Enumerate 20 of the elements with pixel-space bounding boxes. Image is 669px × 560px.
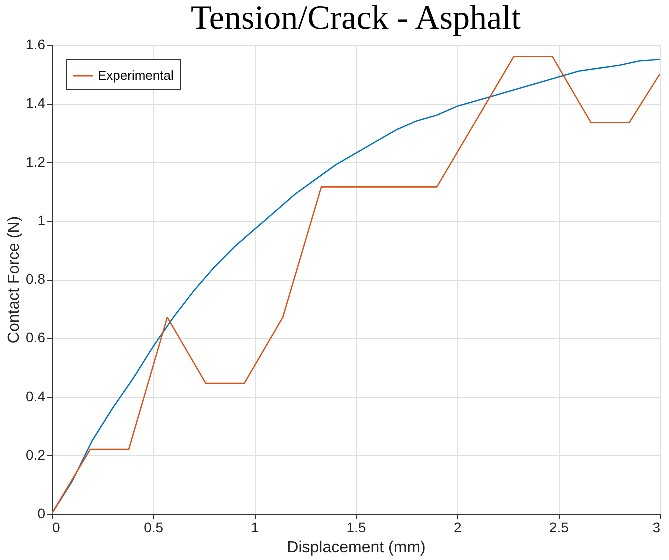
y-tick-label: 0 bbox=[38, 506, 46, 522]
y-tick-label: 0.8 bbox=[26, 271, 46, 287]
y-tick-label: 1.4 bbox=[26, 95, 46, 112]
y-tick-label: 0.2 bbox=[26, 446, 46, 463]
y-tick-label: 0.4 bbox=[26, 388, 46, 404]
y-tick-label: 0.6 bbox=[26, 330, 46, 346]
x-tick-label: 3 bbox=[652, 520, 661, 536]
x-tick-label: 0.5 bbox=[144, 520, 164, 536]
y-tick-label: 1 bbox=[38, 212, 46, 228]
x-tick-label: 2 bbox=[454, 520, 462, 536]
chart-title: Tension/Crack - Asphalt bbox=[190, 0, 522, 37]
x-tick-label: 1.5 bbox=[346, 520, 366, 536]
y-tick-label: 1.2 bbox=[26, 154, 46, 170]
y-axis-title: Contact Force (N) bbox=[6, 216, 24, 344]
legend-label: Experimental bbox=[98, 68, 174, 83]
x-axis-title: Displacement (mm) bbox=[287, 540, 426, 556]
x-tick-label: 0 bbox=[52, 520, 60, 536]
x-tick-label: 1 bbox=[251, 520, 260, 536]
y-tick-label: 1.6 bbox=[26, 36, 46, 52]
x-tick-label: 2.5 bbox=[549, 520, 570, 536]
